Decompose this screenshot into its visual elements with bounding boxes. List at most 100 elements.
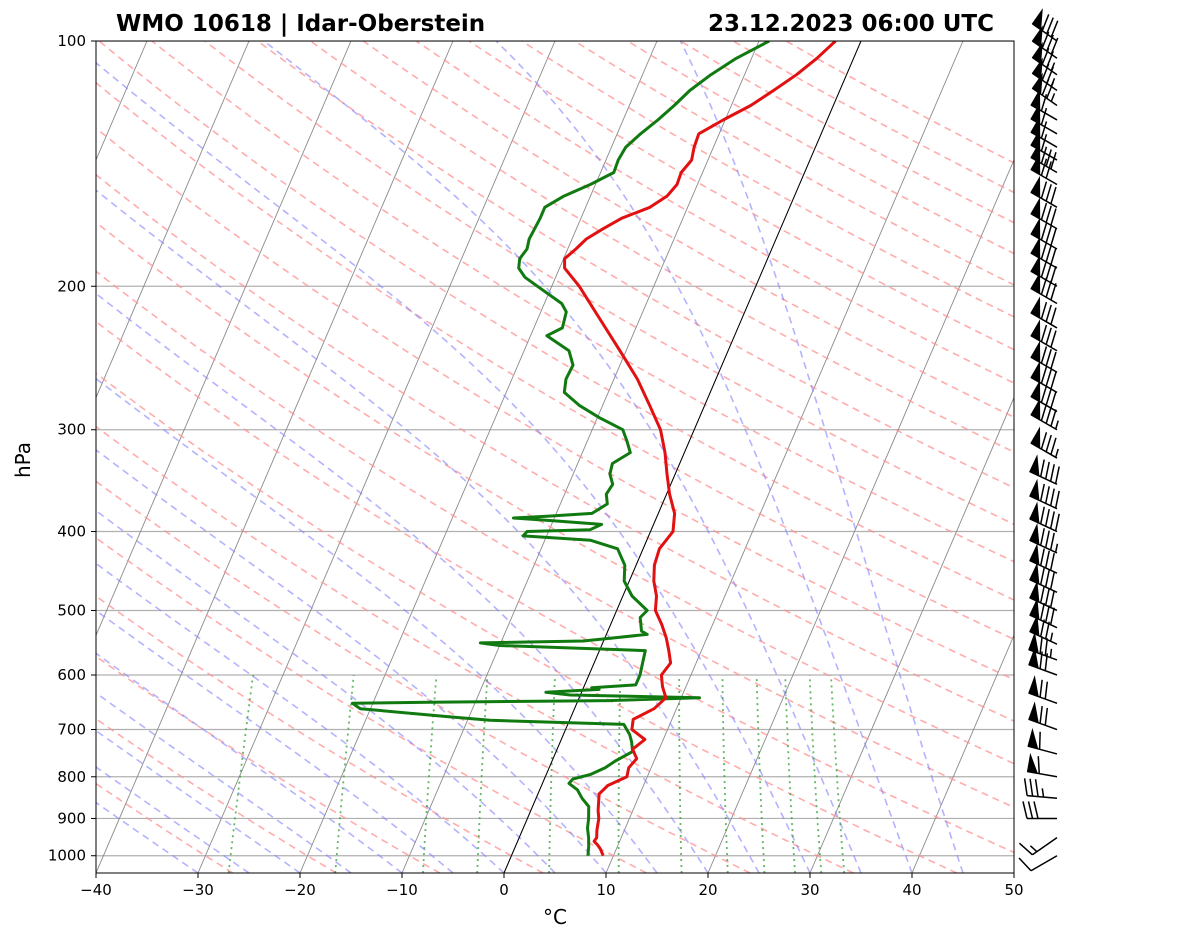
wind-barb — [1029, 543, 1058, 574]
x-axis-ticks: −40 −30 −20 −10 0 10 20 30 40 50 — [80, 873, 1024, 899]
mixing-ratio-line — [830, 674, 846, 873]
wind-barb — [1028, 631, 1058, 661]
dry-adiabat — [362, 41, 1014, 419]
zero-isotherm — [503, 41, 862, 873]
dry-adiabat — [96, 595, 544, 873]
dry-adiabat — [98, 41, 1014, 601]
wind-barb — [1030, 236, 1058, 269]
chart-title-right: 23.12.2023 06:00 UTC — [708, 11, 994, 37]
x-tick-label: 30 — [800, 881, 819, 899]
moist-adiabat — [96, 692, 352, 873]
x-tick-label: 40 — [902, 881, 921, 899]
wind-barb — [1029, 597, 1058, 629]
wind-barb — [1018, 855, 1058, 872]
mixing-ratio-line — [476, 674, 489, 873]
x-tick-label: −10 — [386, 881, 418, 899]
mixing-ratio-line — [721, 674, 729, 873]
mixing-ratio-line — [227, 674, 254, 873]
wind-barb — [1029, 478, 1060, 510]
wind-barb — [1031, 8, 1059, 42]
x-tick-label: 50 — [1004, 881, 1023, 899]
moist-adiabat — [96, 61, 811, 873]
y-tick-label: 100 — [57, 32, 86, 50]
chart-title-left: WMO 10618 | Idar-Oberstein — [116, 11, 485, 37]
x-tick-label: −40 — [80, 881, 112, 899]
wind-barb — [1029, 562, 1058, 594]
moist-adiabat — [679, 41, 964, 873]
wind-barb — [1029, 523, 1059, 554]
x-tick-label: 10 — [596, 881, 615, 899]
x-tick-label: −20 — [284, 881, 316, 899]
x-tick-label: 20 — [698, 881, 717, 899]
wind-barb — [1030, 340, 1058, 373]
wind-barb — [1029, 454, 1060, 485]
wind-barb — [1031, 41, 1058, 76]
wind-barb — [1026, 752, 1058, 778]
isotherm-line — [96, 41, 250, 399]
mixing-ratio-line — [548, 674, 556, 873]
dry-adiabat — [96, 717, 337, 873]
wind-barb — [1022, 801, 1057, 820]
y-tick-label: 900 — [57, 809, 86, 827]
wind-barb — [1029, 580, 1058, 612]
dry-adiabat — [96, 536, 647, 873]
wind-barb — [1027, 727, 1058, 755]
mixing-ratio-line — [334, 674, 355, 873]
isotherm-line — [96, 41, 352, 637]
isotherm-line — [96, 41, 454, 873]
moist-adiabat — [96, 729, 301, 873]
mixing-ratio-line — [617, 674, 622, 873]
wind-barb — [1030, 426, 1059, 459]
x-tick-label: 0 — [499, 881, 509, 899]
moist-adiabat-lines — [96, 41, 964, 873]
wind-barb — [1028, 675, 1058, 705]
wind-barb — [1029, 501, 1060, 533]
y-tick-label: 800 — [57, 768, 86, 786]
y-tick-label: 400 — [57, 523, 86, 541]
moist-adiabat — [263, 41, 862, 873]
dry-adiabat-lines — [96, 41, 1014, 873]
wind-barb — [1030, 217, 1058, 250]
mixing-ratio-line — [784, 674, 796, 873]
dry-adiabat — [257, 41, 1014, 489]
wind-barb — [1030, 398, 1059, 431]
dry-adiabat — [415, 41, 1014, 384]
isotherm-line — [707, 158, 1014, 873]
mixing-ratio-line — [808, 674, 823, 873]
wind-barbs — [1018, 8, 1060, 872]
dewpoint-series-line — [350, 41, 770, 856]
wind-barb — [1030, 380, 1058, 413]
mixing-ratio-line — [678, 675, 683, 873]
y-tick-label: 200 — [57, 277, 86, 295]
moist-adiabat — [96, 766, 250, 873]
dry-adiabat — [96, 655, 441, 873]
moist-adiabat — [495, 41, 913, 873]
wind-barb — [1018, 836, 1058, 856]
plot-area — [96, 41, 1014, 873]
moist-adiabat — [96, 801, 199, 873]
isotherm-line — [911, 634, 1014, 873]
moist-adiabat — [96, 377, 658, 873]
mixing-ratio-lines — [227, 674, 846, 873]
dry-adiabat — [96, 221, 1014, 765]
plot-frame — [95, 40, 1015, 874]
isotherm-line — [197, 41, 556, 873]
isobar-grid — [96, 41, 1014, 857]
isotherm-line — [809, 396, 1014, 873]
wind-barb — [1031, 25, 1059, 59]
wind-barb — [1030, 254, 1058, 287]
wind-barb — [1030, 175, 1058, 208]
dry-adiabat — [96, 425, 854, 873]
y-tick-label: 700 — [57, 721, 86, 739]
wind-barb — [1030, 271, 1058, 305]
dry-adiabat — [96, 320, 1014, 854]
wind-barb — [1029, 614, 1058, 645]
y-axis-ticks: 100 200 300 400 500 600 700 800 900 1000 — [48, 32, 96, 865]
x-axis-label: °C — [543, 905, 567, 929]
wind-barb — [1030, 197, 1058, 230]
moist-adiabat — [96, 189, 760, 873]
dry-adiabat — [96, 372, 958, 873]
wind-barb — [1028, 701, 1058, 731]
wind-barb — [1030, 296, 1058, 329]
